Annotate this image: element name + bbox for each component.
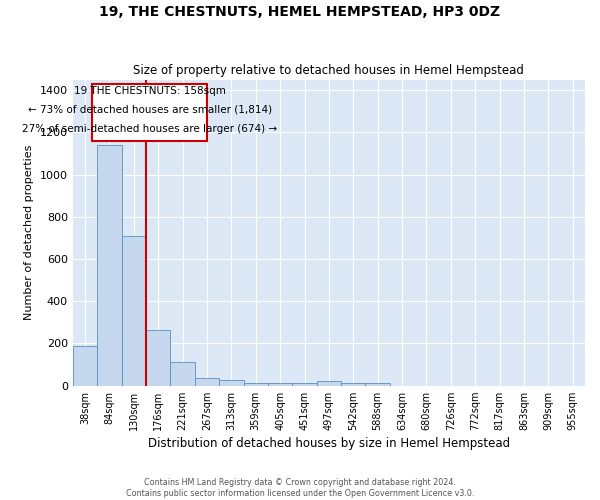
Text: Contains HM Land Registry data © Crown copyright and database right 2024.
Contai: Contains HM Land Registry data © Crown c… [126,478,474,498]
FancyBboxPatch shape [92,84,207,141]
Y-axis label: Number of detached properties: Number of detached properties [24,145,34,320]
Title: Size of property relative to detached houses in Hemel Hempstead: Size of property relative to detached ho… [133,64,524,77]
Bar [195,378,219,386]
Text: ← 73% of detached houses are smaller (1,814): ← 73% of detached houses are smaller (1,… [28,105,272,115]
Bar [365,383,390,386]
Text: 27% of semi-detached houses are larger (674) →: 27% of semi-detached houses are larger (… [22,124,277,134]
X-axis label: Distribution of detached houses by size in Hemel Hempstead: Distribution of detached houses by size … [148,437,510,450]
Bar [146,330,170,386]
Bar [341,383,365,386]
Text: 19 THE CHESTNUTS: 158sqm: 19 THE CHESTNUTS: 158sqm [74,86,226,96]
Bar [292,383,317,386]
Bar [97,145,122,386]
Bar [244,383,268,386]
Bar [73,346,97,386]
Bar [122,236,146,386]
Bar [268,383,292,386]
Bar [170,362,195,386]
Bar [219,380,244,386]
Bar [317,382,341,386]
Text: 19, THE CHESTNUTS, HEMEL HEMPSTEAD, HP3 0DZ: 19, THE CHESTNUTS, HEMEL HEMPSTEAD, HP3 … [100,5,500,19]
